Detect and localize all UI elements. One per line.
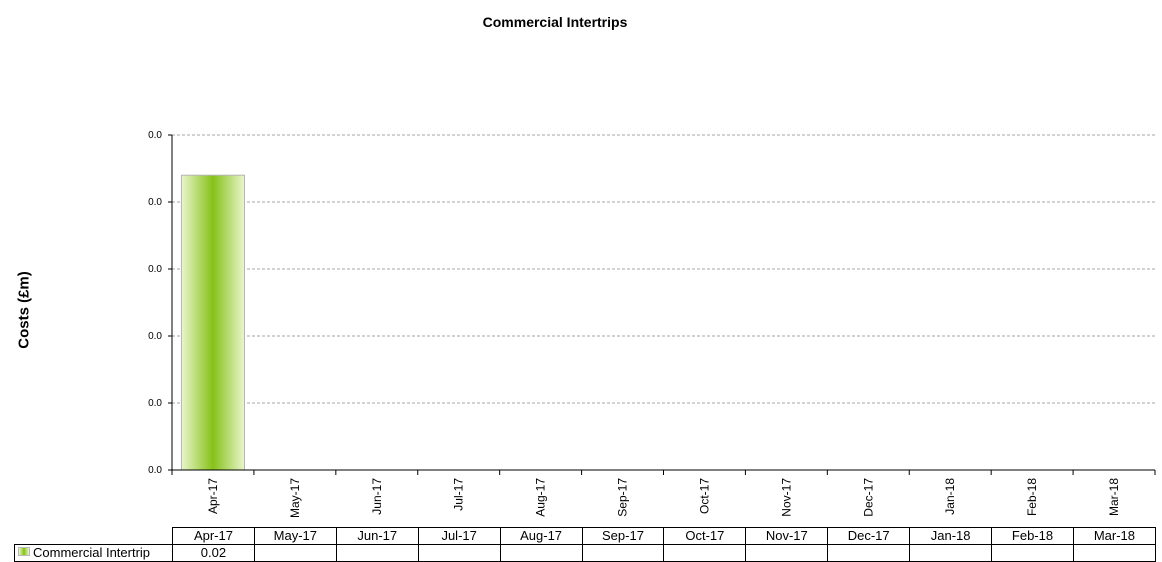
- x-tick-label: Mar-18: [1107, 478, 1121, 516]
- table-header-cell: Nov-17: [745, 527, 829, 545]
- legend-key: [18, 547, 30, 556]
- x-tick-label: Dec-17: [861, 478, 875, 517]
- table-value-cell: 0.02: [172, 544, 255, 562]
- x-tick-label: Apr-17: [206, 478, 220, 514]
- y-tick-label: 0.0: [148, 331, 162, 342]
- table-value-cell: [1072, 544, 1156, 562]
- table-header-cell: Jun-17: [335, 527, 419, 545]
- table-value-cell: [335, 544, 419, 562]
- table-value-cell: [663, 544, 747, 562]
- table-header-cell: Apr-17: [172, 527, 255, 545]
- x-tick-label: Aug-17: [534, 478, 548, 517]
- table-series-row: Commercial Intertrip 0.02: [14, 544, 1156, 562]
- x-tick-label: Nov-17: [779, 478, 793, 517]
- table-value-cell: [991, 544, 1074, 562]
- table-header-cell: Oct-17: [663, 527, 747, 545]
- x-tick-label: Oct-17: [697, 478, 711, 514]
- table-header-cell: May-17: [253, 527, 337, 545]
- x-tick-label: Jan-18: [943, 478, 957, 515]
- table-header-cell: Jan-18: [909, 527, 993, 545]
- chart-plot: 0.0 0.0 0.0 0.0 0.0 0.0 Apr-17 May-17 Jun-17 Jul-…: [148, 130, 1156, 518]
- table-header-cell: Jul-17: [417, 527, 501, 545]
- y-tick-label: 0.0: [148, 264, 162, 275]
- table-value-cell: [253, 544, 337, 562]
- x-tick-label: Jul-17: [452, 478, 466, 511]
- y-tick-label: 0.0: [148, 197, 162, 208]
- table-value-cell: [745, 544, 829, 562]
- x-tick-label: May-17: [288, 478, 302, 518]
- x-tick-label: Jun-17: [370, 478, 384, 515]
- table-header-cell: Dec-17: [827, 527, 911, 545]
- table-value-cell: [827, 544, 911, 562]
- table-value-cell: [417, 544, 501, 562]
- y-tick-label: 0.0: [148, 465, 162, 476]
- table-header-cell: Feb-18: [991, 527, 1074, 545]
- table-value-cell: [581, 544, 665, 562]
- bar: [180, 174, 245, 471]
- data-table: Apr-17 May-17 Jun-17 Jul-17 Aug-17 Sep-17 Oct-…: [14, 527, 1156, 562]
- table-header-cell: Mar-18: [1072, 527, 1156, 545]
- table-corner: [15, 528, 173, 545]
- chart-title: Commercial Intertrips: [482, 14, 628, 30]
- series-name-cell: Commercial Intertrip: [14, 544, 173, 562]
- x-tick-label: Sep-17: [616, 478, 630, 517]
- table-header-cell: Aug-17: [499, 527, 583, 545]
- y-tick-label: 0.0: [148, 398, 162, 409]
- table-header-cell: Sep-17: [581, 527, 665, 545]
- x-tick-label: Feb-18: [1025, 478, 1039, 516]
- table-value-cell: [499, 544, 583, 562]
- table-value-cell: [909, 544, 993, 562]
- y-tick-label: 0.0: [148, 130, 162, 141]
- table-header-row: Apr-17 May-17 Jun-17 Jul-17 Aug-17 Sep-17 Oct-…: [15, 527, 1156, 545]
